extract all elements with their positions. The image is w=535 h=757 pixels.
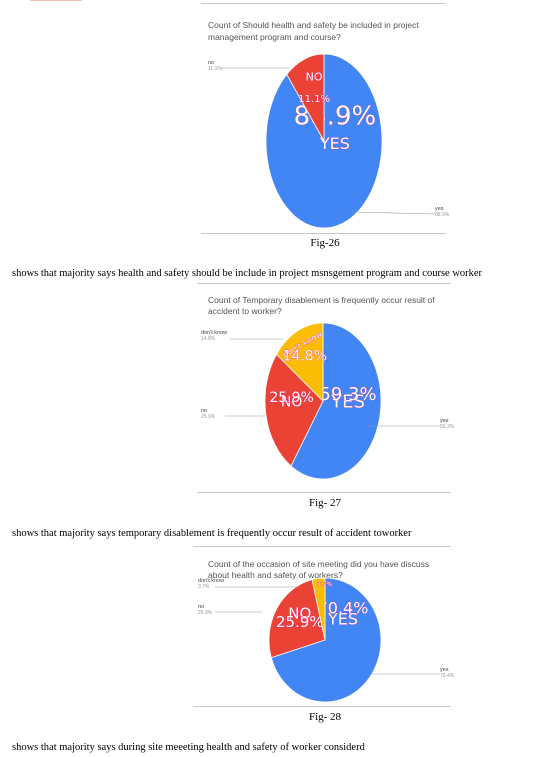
pie-slice-no [264,353,324,467]
external-percent: 11.1% [208,66,222,72]
chart-bottom-rule [197,492,451,493]
external-percent: 25.9% [198,610,213,616]
slice-label: 3.7% [317,581,333,588]
pie-slice-no [268,579,326,659]
slice-label: 70.4% [318,598,369,617]
figure-caption: Fig- 27 [308,497,342,509]
pie-slice-yes [265,53,383,229]
figure-description: shows that majority says health and safe… [12,268,483,279]
external-label: no [208,60,214,66]
external-label: don't know [201,330,227,336]
slice-label: YES [330,391,365,412]
pie-slice-yes [290,322,382,480]
external-label: don't know [198,578,224,584]
chart-title-line: Count of Temporary disablement is freque… [208,295,435,305]
external-label: yes [440,418,449,424]
external-percent: 70.4% [440,673,455,679]
slice-label: YES [319,134,350,153]
external-label: no [198,604,204,610]
pie-chart-svg: Count of Temporary disablement is freque… [201,295,455,480]
slice-label: NO [281,394,303,410]
pie-slice-don-t-know [276,322,324,402]
external-percent: 14.8% [201,336,216,342]
chart-title-line: Count of the occasion of site meeting di… [208,559,429,569]
chart-bottom-rule [201,233,446,234]
figure-description: shows that majority says temporary disab… [12,528,412,539]
chart-top-rule [197,283,451,284]
slice-label: NO [288,604,311,622]
slice-label: YES [327,609,358,628]
slice-label: 25.9% [269,390,313,406]
top-corner-mark [30,0,82,1]
figure-caption: Fig- 28 [308,711,342,723]
pie-chart-fig28: Count of the occasion of site meeting di… [190,550,460,705]
chart-title-line: management program and course? [208,32,341,42]
chart-title-line: Count of Should health and safety be inc… [208,20,419,30]
chart-top-rule [201,3,446,4]
chart-top-rule [193,546,451,547]
chart-title-line: about health and safety of workers? [208,570,343,580]
external-percent: 88.9% [435,212,450,218]
external-label: no [201,408,207,414]
pie-slice-no [286,53,325,143]
external-label: yes [440,667,449,673]
slice-label: 11.1% [298,94,330,105]
pie-slice-don-t-know [311,577,326,641]
slice-label: 25.9% [276,613,324,631]
chart-title-line: accident to worker? [208,306,282,316]
leader-line [349,211,436,215]
figure-description: shows that majority says during site mee… [12,742,365,753]
figure-caption: Fig-26 [310,237,340,249]
chart-bottom-rule [193,706,451,707]
pie-chart-fig27: Count of Temporary disablement is freque… [190,288,460,493]
slice-label: NO [306,71,323,84]
slice-label: 14.8% [283,349,327,365]
external-percent: 59.3% [440,424,455,430]
external-percent: 25.9% [201,414,216,420]
pie-chart-svg: Count of Should health and safety be inc… [208,20,450,229]
pie-chart-svg: Count of the occasion of site meeting di… [198,559,455,703]
external-label: yes [435,206,444,212]
external-percent: 3.7% [198,584,210,590]
pie-chart-fig26: Count of Should health and safety be inc… [190,8,460,230]
slice-label: 59.3% [319,384,376,405]
pie-slice-yes [270,577,382,703]
